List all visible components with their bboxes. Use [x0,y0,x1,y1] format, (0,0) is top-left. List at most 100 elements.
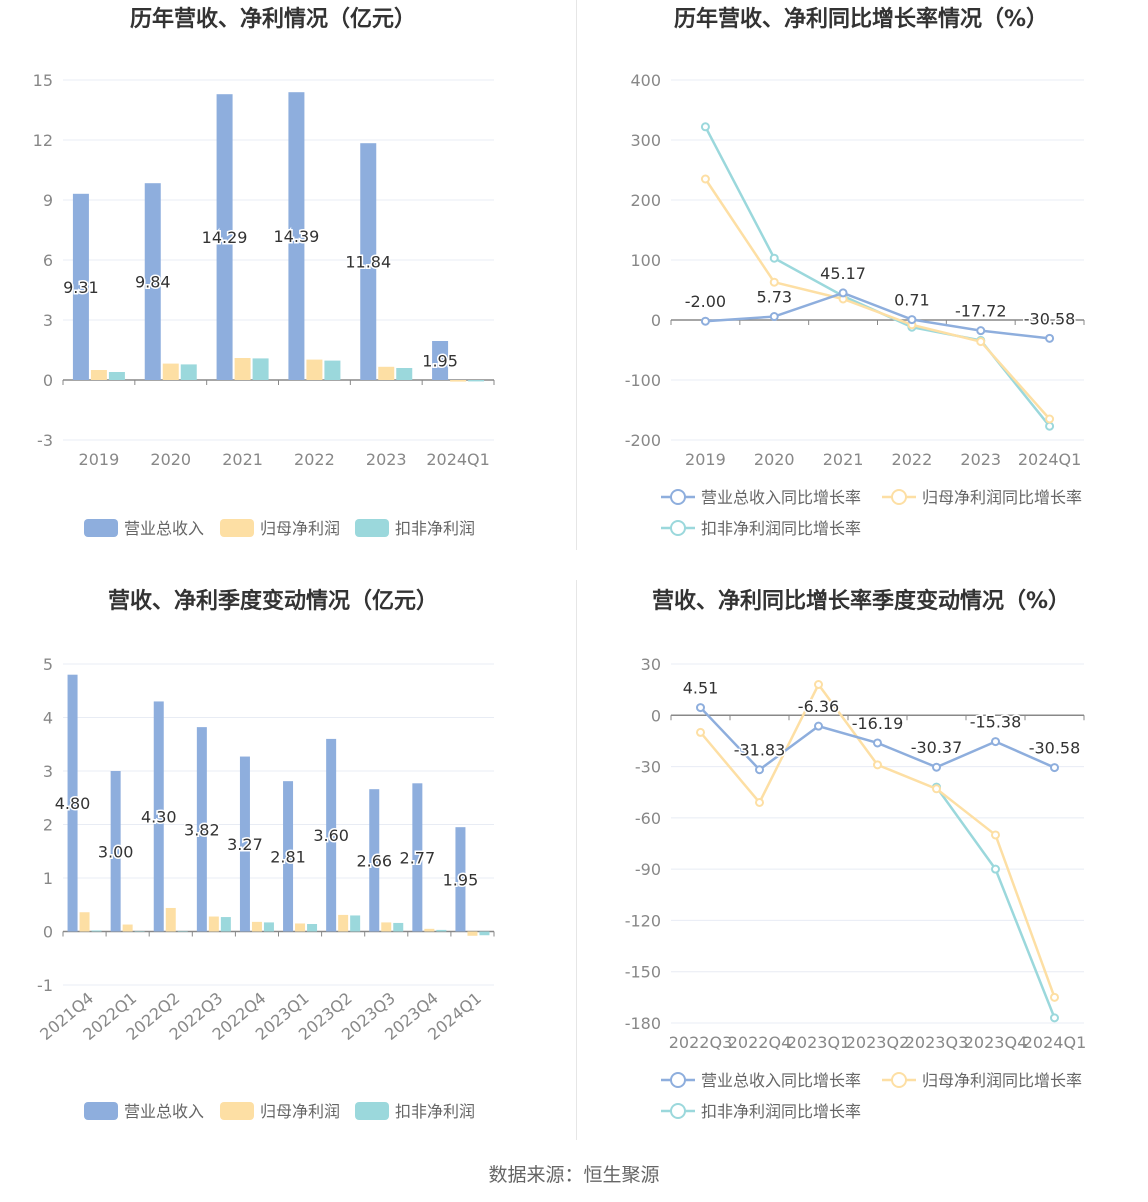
data-label: 1.95 [422,352,458,371]
bar-0 [369,789,380,932]
y-tick-label: 300 [630,131,661,150]
x-tick-label: 2024Q1 [1023,1033,1087,1052]
chart-quarterly-revenue-profit: 营收、净利季度变动情况（亿元） -1 0 1 2 3 4 5 2021Q4 2022Q1 2022Q… [0,580,576,1140]
series-point-1 [1050,992,1059,1002]
series-point-1 [976,337,986,347]
chart-title: 营收、净利同比增长率季度变动情况（%） [652,588,1070,614]
series-point-1 [696,727,705,737]
bar-2 [263,922,274,932]
series-point-2 [1045,421,1055,431]
y-tick-label: 0 [651,311,661,330]
bar-1 [251,921,262,932]
bar-2 [324,360,341,380]
series-line-0 [705,291,1050,340]
bar-0 [110,771,121,932]
series-point-0 [755,765,764,775]
series-point-0 [1050,763,1059,773]
y-tick-label: 1 [43,869,53,888]
bar-2 [393,922,404,932]
data-label: 3.82 [184,820,220,839]
x-tick-label: 2019 [79,450,120,469]
legend-label: 扣非净利润同比增长率 [701,1102,861,1121]
bar-1 [295,923,306,932]
series-point-1 [1045,414,1055,424]
y-tick-label: 0 [43,923,53,942]
legend-label: 归母净利润 [260,1102,340,1121]
bar-1 [90,370,107,380]
y-tick-label: -3 [37,431,53,450]
bar-1 [306,359,323,380]
series-point-2 [1050,1013,1059,1023]
data-label: 3.27 [227,835,263,854]
legend-label: 归母净利润同比增长率 [922,488,1082,507]
data-label: 3.60 [313,826,349,845]
series-point-0 [907,315,917,325]
legend-label: 扣非净利润同比增长率 [701,519,861,538]
x-tick-label: 2023Q1 [787,1033,851,1052]
y-tick-label: -60 [635,809,661,828]
legend-label: 归母净利润 [260,519,340,538]
y-tick-label: 9 [43,191,53,210]
series-point-1 [932,784,941,794]
legend-label: 营业总收入同比增长率 [701,488,861,507]
data-label: 1.95 [443,870,479,889]
series-point-0 [991,737,1000,747]
bar-2 [108,372,125,380]
y-tick-label: -180 [625,1014,661,1033]
series-point-0 [976,326,986,336]
series-point-1 [991,830,1000,840]
y-tick-label: -1 [37,976,53,995]
bar-1 [338,914,349,932]
data-label: 14.29 [202,228,248,247]
chart-title: 营收、净利季度变动情况（亿元） [108,588,438,614]
y-tick-label: -100 [625,371,661,390]
bar-1 [122,924,133,932]
data-label: 3.00 [98,842,134,861]
bar-2 [180,364,197,380]
bar-0 [412,783,423,932]
bar-0 [72,193,89,380]
legend-swatch-marker [670,1103,686,1119]
bar-0 [432,341,449,380]
bar-1 [165,907,176,932]
series-point-0 [1045,333,1055,343]
data-label: -31.83 [734,741,786,760]
y-tick-label: -120 [625,911,661,930]
series-point-2 [700,122,710,132]
bar-2 [468,380,485,382]
series-point-1 [814,680,823,690]
x-tick-label: 2019 [685,450,726,469]
bar-1 [208,916,219,932]
y-tick-label: -200 [625,431,661,450]
y-tick-label: 400 [630,71,661,90]
data-label: 2.66 [356,851,392,870]
y-tick-label: 30 [641,655,661,674]
legend-swatch [84,519,118,537]
data-label: 45.17 [820,264,866,283]
x-tick-label: 2022 [294,450,335,469]
legend-swatch-marker [891,489,907,505]
series-point-1 [873,760,882,770]
data-label: -2.00 [685,292,726,311]
series-point-0 [696,703,705,713]
bar-2 [307,924,318,932]
y-tick-label: -90 [635,860,661,879]
x-tick-label: 2022Q4 [728,1033,792,1052]
bar-0 [239,756,250,932]
bar-0 [288,92,305,380]
legend-swatch [355,1102,389,1120]
y-tick-label: 0 [651,706,661,725]
chart-annual-revenue-profit: 历年营收、净利情况（亿元） -3 0 3 6 9 12 15 2019 2020 2021 2022 2… [0,0,576,560]
data-label: 2.81 [270,847,306,866]
legend-label: 归母净利润同比增长率 [922,1071,1082,1090]
data-label: 14.39 [274,227,320,246]
series-point-0 [814,721,823,731]
data-label: 5.73 [756,288,792,307]
bar-0 [144,183,161,380]
bar-1 [467,931,478,936]
bar-0 [153,701,164,932]
legend-swatch-marker [670,520,686,536]
y-tick-label: 3 [43,762,53,781]
bar-0 [455,827,466,932]
series-point-0 [873,738,882,748]
